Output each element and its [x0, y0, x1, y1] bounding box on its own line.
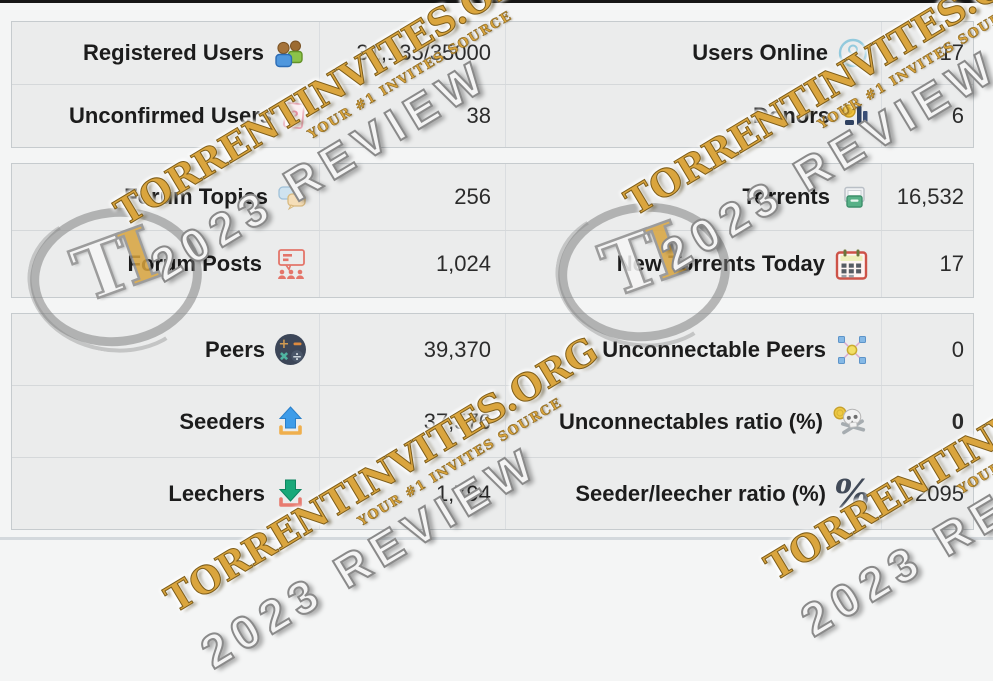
donor-coin-icon	[839, 101, 869, 131]
stat-value: 17	[939, 40, 964, 65]
percent-icon: %	[835, 473, 869, 515]
users-icon	[273, 38, 307, 68]
table-row: Registered Users 31,135/35000 Users Onli…	[12, 22, 973, 84]
stat-label-cell: Seeder/leecher ratio (%) %	[506, 458, 882, 529]
table-row: Leechers 1,794 Seeder/leecher ratio (%) …	[12, 457, 973, 529]
question-card-icon: ?	[281, 101, 307, 131]
stat-value: 1,024	[320, 231, 506, 297]
stat-label: New Torrents Today	[616, 251, 825, 276]
stat-label-cell: Seeders	[12, 386, 320, 457]
svg-text:+: +	[279, 337, 290, 352]
stat-value: 6	[951, 103, 964, 128]
svg-text:÷: ÷	[292, 350, 302, 364]
user-online-icon	[837, 37, 869, 69]
stat-label-cell: Leechers	[12, 458, 320, 529]
svg-text:✖: ✖	[279, 350, 289, 364]
stats-section-forum-torrents: Forum Topics 256 Torrents	[11, 163, 974, 298]
stat-label: Leechers	[168, 480, 265, 506]
table-row: Forum Posts 1,024	[12, 230, 973, 297]
stat-value: 0	[951, 408, 964, 434]
stat-label-cell: Forum Topics	[12, 164, 320, 230]
stat-label-cell: Unconnectable Peers	[506, 314, 882, 385]
tracker-stats-table: Registered Users 31,135/35000 Users Onli…	[11, 21, 974, 545]
download-tray-icon	[274, 477, 307, 510]
top-border-bar	[0, 0, 993, 3]
network-node-icon	[835, 333, 869, 367]
stat-value: 1,794	[320, 458, 506, 529]
stat-label: Unconfirmed Users	[69, 103, 272, 128]
math-symbols-icon: + ✖ ÷	[274, 333, 307, 366]
forum-posts-icon	[271, 248, 307, 281]
calendar-icon	[834, 247, 869, 282]
stat-label: Forum Topics	[124, 184, 268, 209]
stat-label-cell: Peers + ✖ ÷	[12, 314, 320, 385]
stats-section-users: Registered Users 31,135/35000 Users Onli…	[11, 21, 974, 148]
stat-label: Donors	[753, 103, 830, 128]
stat-label-cell: Unconfirmed Users ?	[12, 85, 320, 147]
stat-label: Unconnectables ratio (%)	[558, 408, 823, 434]
table-row: Seeders 37,576 Unconnectables ratio (%)	[12, 385, 973, 457]
stat-value: 16,532	[896, 184, 964, 209]
stat-label: Users Online	[692, 40, 828, 65]
upload-tray-icon	[274, 405, 307, 438]
stat-label-cell: Users Online	[506, 22, 882, 84]
stat-label: Unconnectable Peers	[602, 336, 826, 362]
stats-section-peers: Peers + ✖ ÷ 39,370 Unconnectable Peers	[11, 313, 974, 530]
torrents-icon	[839, 182, 869, 212]
stat-label-cell: Donors	[506, 85, 882, 147]
stat-value: 2095	[915, 480, 964, 506]
stat-value: 0	[951, 336, 964, 362]
stat-value: 38	[320, 85, 506, 147]
skull-icon	[832, 405, 869, 439]
stat-value: 31,135/35000	[320, 22, 506, 84]
stat-label: Torrents	[742, 184, 830, 209]
table-row: Peers + ✖ ÷ 39,370 Unconnectable Peers	[12, 314, 973, 385]
table-row: Forum Topics 256 Torrents	[12, 164, 973, 230]
svg-text:?: ?	[288, 108, 299, 126]
svg-text:%: %	[835, 473, 869, 515]
stat-label: Seeder/leecher ratio (%)	[575, 480, 826, 506]
stat-value: 39,370	[320, 314, 506, 385]
stat-value: 17	[939, 251, 964, 276]
stat-label: Forum Posts	[127, 251, 262, 276]
stat-value: 256	[320, 164, 506, 230]
stat-label-cell: Torrents	[506, 164, 882, 230]
stat-label-cell: Forum Posts	[12, 231, 320, 297]
table-row: Unconfirmed Users ? 38 Donors	[12, 84, 973, 147]
stat-label-cell: Registered Users	[12, 22, 320, 84]
stat-label-cell: New Torrents Today	[506, 231, 882, 297]
forum-topics-icon	[277, 184, 307, 211]
stat-value: 37,576	[320, 386, 506, 457]
stat-label: Seeders	[179, 408, 265, 434]
stat-label: Peers	[205, 336, 265, 362]
stat-label-cell: Unconnectables ratio (%)	[506, 386, 882, 457]
bottom-border-bar	[0, 537, 993, 540]
stat-label: Registered Users	[83, 40, 264, 65]
